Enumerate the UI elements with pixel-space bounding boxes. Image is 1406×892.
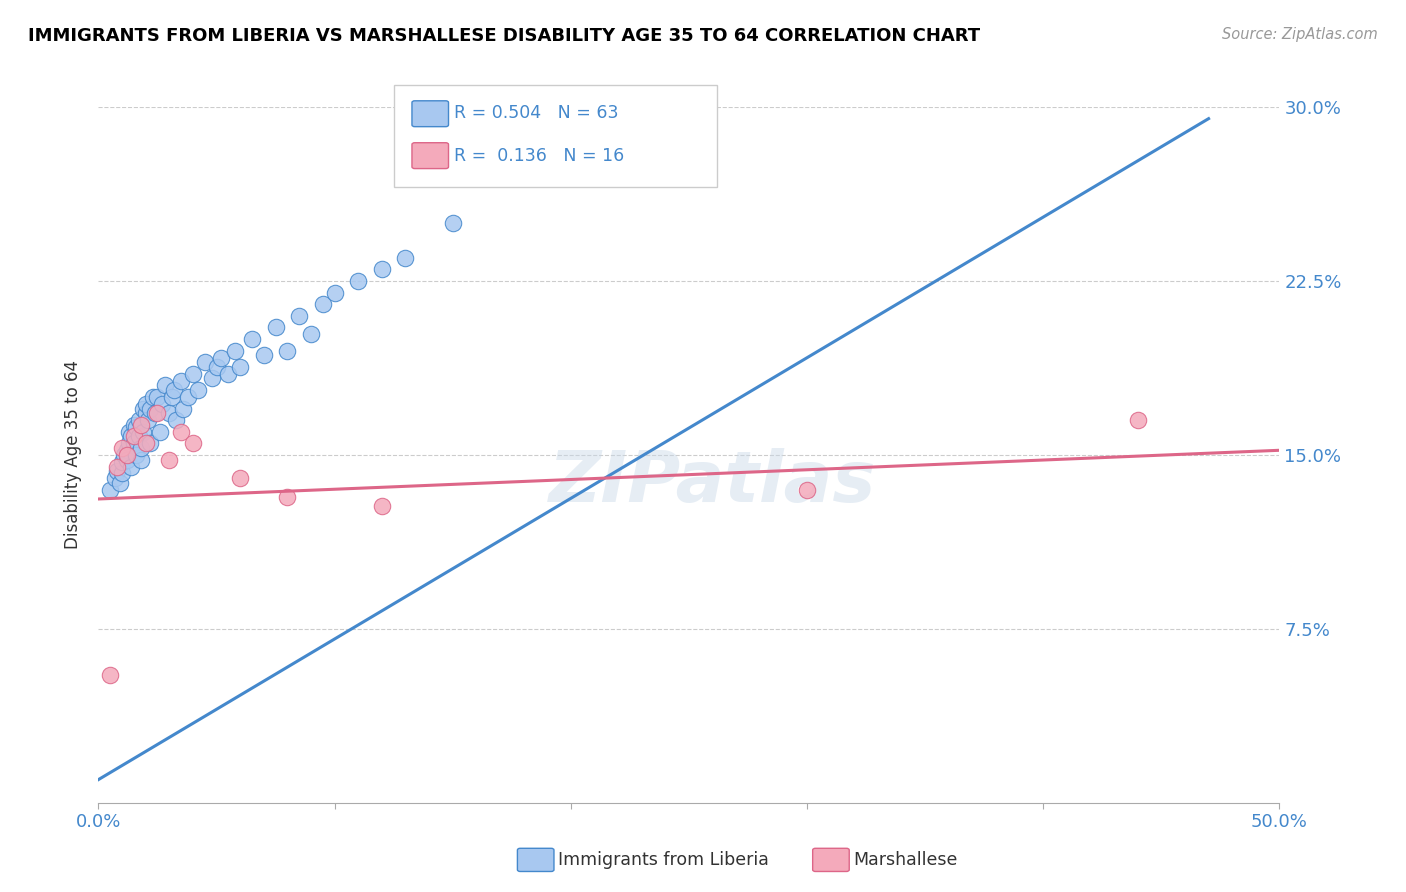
Text: IMMIGRANTS FROM LIBERIA VS MARSHALLESE DISABILITY AGE 35 TO 64 CORRELATION CHART: IMMIGRANTS FROM LIBERIA VS MARSHALLESE D… bbox=[28, 27, 980, 45]
Point bbox=[276, 490, 298, 504]
Point bbox=[240, 332, 263, 346]
Point bbox=[170, 374, 193, 388]
Point bbox=[170, 425, 193, 439]
Point bbox=[142, 390, 165, 404]
Point bbox=[115, 448, 138, 462]
Point bbox=[312, 297, 335, 311]
Point bbox=[157, 406, 180, 420]
Point bbox=[201, 371, 224, 385]
Point bbox=[394, 251, 416, 265]
Point bbox=[128, 413, 150, 427]
Text: ZIPatlas: ZIPatlas bbox=[548, 449, 876, 517]
Point bbox=[135, 436, 157, 450]
Point bbox=[371, 499, 394, 513]
Point bbox=[796, 483, 818, 497]
Point bbox=[181, 367, 204, 381]
Point bbox=[115, 452, 138, 467]
Point bbox=[112, 448, 135, 462]
Point bbox=[205, 359, 228, 374]
Point bbox=[98, 483, 121, 497]
Point bbox=[108, 475, 131, 490]
Point bbox=[125, 448, 148, 462]
Point bbox=[98, 668, 121, 682]
Point bbox=[441, 216, 464, 230]
Point bbox=[139, 436, 162, 450]
Point bbox=[111, 455, 134, 469]
Text: R =  0.136   N = 16: R = 0.136 N = 16 bbox=[454, 147, 624, 165]
Point bbox=[299, 327, 322, 342]
Point bbox=[288, 309, 311, 323]
Point bbox=[160, 390, 183, 404]
Text: R = 0.504   N = 63: R = 0.504 N = 63 bbox=[454, 104, 619, 122]
Point bbox=[217, 367, 239, 381]
Point bbox=[264, 320, 287, 334]
Point bbox=[129, 441, 152, 455]
Point bbox=[177, 390, 200, 404]
Point bbox=[118, 436, 141, 450]
Point bbox=[229, 471, 252, 485]
Point bbox=[111, 441, 134, 455]
Point bbox=[153, 378, 176, 392]
Point bbox=[143, 406, 166, 420]
Point bbox=[122, 429, 145, 443]
Point bbox=[323, 285, 346, 300]
Point bbox=[560, 169, 582, 184]
Point bbox=[136, 413, 159, 427]
Text: Source: ZipAtlas.com: Source: ZipAtlas.com bbox=[1222, 27, 1378, 42]
Point bbox=[132, 401, 155, 416]
Point bbox=[118, 425, 141, 439]
Point bbox=[181, 436, 204, 450]
Point bbox=[347, 274, 370, 288]
Point bbox=[135, 397, 157, 411]
Point bbox=[125, 420, 148, 434]
Point bbox=[105, 464, 128, 478]
Point bbox=[163, 383, 186, 397]
Point bbox=[111, 467, 134, 481]
Y-axis label: Disability Age 35 to 64: Disability Age 35 to 64 bbox=[65, 360, 83, 549]
Point bbox=[129, 452, 152, 467]
Point bbox=[146, 390, 169, 404]
Point bbox=[149, 425, 172, 439]
Point bbox=[229, 359, 252, 374]
Point bbox=[187, 383, 209, 397]
Point bbox=[224, 343, 246, 358]
Point bbox=[105, 459, 128, 474]
Point bbox=[122, 417, 145, 432]
Point bbox=[165, 413, 187, 427]
Point bbox=[121, 459, 143, 474]
Point bbox=[132, 425, 155, 439]
Point bbox=[115, 443, 138, 458]
Point bbox=[194, 355, 217, 369]
Point bbox=[371, 262, 394, 277]
Point bbox=[104, 471, 127, 485]
Point bbox=[276, 343, 298, 358]
Text: Marshallese: Marshallese bbox=[853, 851, 957, 869]
Point bbox=[172, 401, 194, 416]
Point bbox=[121, 429, 143, 443]
Point bbox=[150, 397, 173, 411]
Point bbox=[209, 351, 232, 365]
Text: Immigrants from Liberia: Immigrants from Liberia bbox=[558, 851, 769, 869]
Point bbox=[139, 401, 162, 416]
Point bbox=[253, 348, 276, 362]
Point bbox=[135, 406, 157, 420]
Point bbox=[157, 452, 180, 467]
Point bbox=[1126, 413, 1149, 427]
Point bbox=[128, 429, 150, 443]
Point bbox=[129, 417, 152, 432]
Point bbox=[146, 406, 169, 420]
Point bbox=[122, 436, 145, 450]
